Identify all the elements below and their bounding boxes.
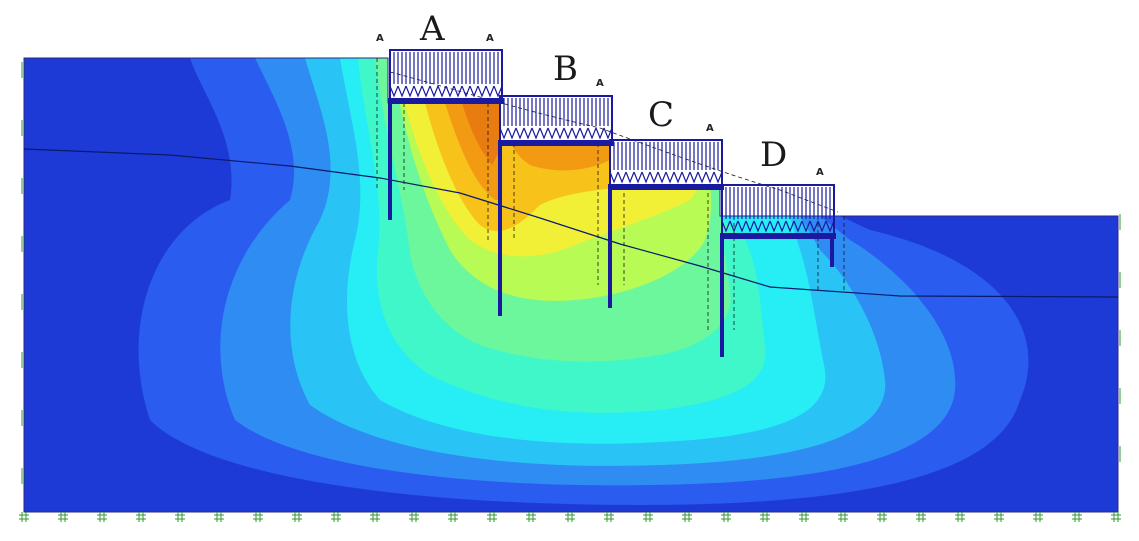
hash-icon — [487, 512, 497, 522]
hash-icon — [838, 512, 848, 522]
hash-icon — [721, 512, 731, 522]
band-dark-orange — [462, 103, 500, 165]
hash-icon — [682, 512, 692, 522]
hash-icon — [994, 512, 1004, 522]
hash-icon — [331, 512, 341, 522]
hash-icon — [253, 512, 263, 522]
hash-icon — [136, 512, 146, 522]
hash-icon — [58, 512, 68, 522]
hash-icon — [877, 512, 887, 522]
hash-icon — [643, 512, 653, 522]
marker-D: A — [816, 167, 824, 178]
marker-B: A — [596, 78, 604, 89]
interface-lines — [376, 58, 845, 330]
hash-icon — [292, 512, 302, 522]
marker-A-2: A — [486, 33, 494, 44]
hash-icon — [97, 512, 107, 522]
hash-icon — [448, 512, 458, 522]
hash-icon — [565, 512, 575, 522]
wall-label-D: D — [760, 135, 787, 175]
hash-icon — [1033, 512, 1043, 522]
hash-icon — [19, 512, 29, 522]
hash-icon — [799, 512, 809, 522]
wall-D — [720, 184, 836, 357]
wall-C — [608, 139, 724, 308]
hash-icon — [1072, 512, 1082, 522]
marker-C: A — [706, 123, 714, 134]
wall-label-C: C — [648, 95, 674, 135]
hash-icon — [916, 512, 926, 522]
wall-label-A: A — [419, 9, 445, 49]
hash-icon — [175, 512, 185, 522]
hash-icon — [370, 512, 380, 522]
phreatic-line — [23, 148, 1119, 298]
hash-icon — [409, 512, 419, 522]
hash-icon — [214, 512, 224, 522]
wall-B — [498, 95, 614, 316]
hash-icon — [955, 512, 965, 522]
fixity-marks — [19, 62, 1121, 522]
hash-icon — [604, 512, 614, 522]
wall-label-B: B — [553, 49, 578, 89]
hash-icon — [1111, 512, 1121, 522]
hash-icon — [526, 512, 536, 522]
marker-A-1: A — [376, 33, 384, 44]
hash-icon — [760, 512, 770, 522]
wall-A — [388, 49, 504, 220]
